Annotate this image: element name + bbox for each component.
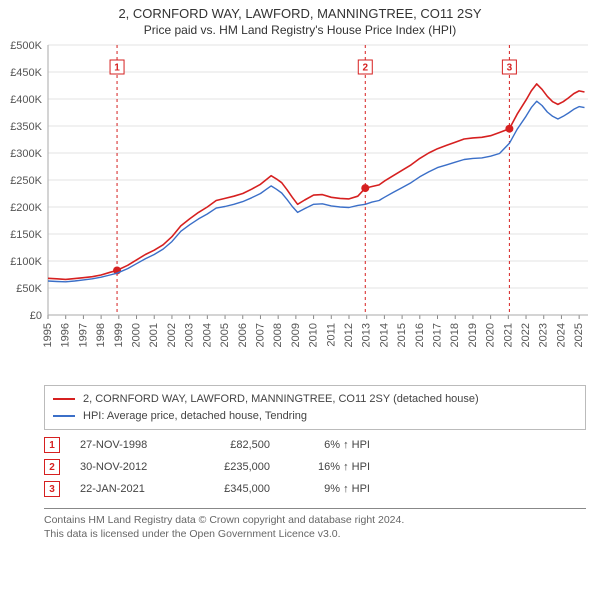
svg-text:£400K: £400K	[10, 94, 42, 106]
figure-container: 2, CORNFORD WAY, LAWFORD, MANNINGTREE, C…	[0, 0, 600, 541]
svg-text:2011: 2011	[325, 323, 337, 347]
svg-text:£500K: £500K	[10, 40, 42, 52]
sale-diff: 6% ↑ HPI	[290, 439, 370, 451]
legend-label: 2, CORNFORD WAY, LAWFORD, MANNINGTREE, C…	[83, 391, 479, 408]
svg-text:1995: 1995	[42, 323, 54, 347]
svg-text:2013: 2013	[361, 323, 373, 347]
legend-label: HPI: Average price, detached house, Tend…	[83, 408, 307, 425]
svg-text:£300K: £300K	[10, 148, 42, 160]
svg-text:2003: 2003	[184, 323, 196, 347]
sale-marker-icon: 3	[44, 481, 60, 497]
svg-text:2001: 2001	[148, 323, 160, 347]
sale-price: £235,000	[200, 461, 270, 473]
title-main: 2, CORNFORD WAY, LAWFORD, MANNINGTREE, C…	[4, 6, 596, 21]
legend: 2, CORNFORD WAY, LAWFORD, MANNINGTREE, C…	[44, 385, 586, 430]
svg-text:2022: 2022	[520, 323, 532, 347]
svg-text:£0: £0	[30, 310, 42, 322]
licence-line: This data is licensed under the Open Gov…	[44, 527, 586, 541]
sale-row: 2 30-NOV-2012 £235,000 16% ↑ HPI	[44, 456, 586, 478]
svg-text:2000: 2000	[131, 323, 143, 347]
svg-text:1996: 1996	[60, 323, 72, 347]
licence-line: Contains HM Land Registry data © Crown c…	[44, 513, 586, 527]
svg-text:1999: 1999	[113, 323, 125, 347]
legend-item: 2, CORNFORD WAY, LAWFORD, MANNINGTREE, C…	[53, 391, 577, 408]
sale-date: 27-NOV-1998	[80, 439, 180, 451]
title-sub: Price paid vs. HM Land Registry's House …	[4, 23, 596, 37]
svg-text:2005: 2005	[219, 323, 231, 347]
svg-text:2015: 2015	[396, 323, 408, 347]
sale-diff: 16% ↑ HPI	[290, 461, 370, 473]
svg-text:2016: 2016	[414, 323, 426, 347]
svg-text:£150K: £150K	[10, 229, 42, 241]
svg-text:£450K: £450K	[10, 67, 42, 79]
legend-swatch	[53, 398, 75, 400]
titles: 2, CORNFORD WAY, LAWFORD, MANNINGTREE, C…	[0, 0, 600, 39]
svg-text:£250K: £250K	[10, 175, 42, 187]
svg-text:2024: 2024	[555, 323, 567, 347]
svg-text:£100K: £100K	[10, 256, 42, 268]
svg-text:2012: 2012	[343, 323, 355, 347]
svg-text:2009: 2009	[290, 323, 302, 347]
svg-text:1: 1	[114, 63, 120, 74]
sale-marker-icon: 1	[44, 437, 60, 453]
sale-row: 1 27-NOV-1998 £82,500 6% ↑ HPI	[44, 434, 586, 456]
licence-text: Contains HM Land Registry data © Crown c…	[44, 508, 586, 541]
svg-text:2020: 2020	[485, 323, 497, 347]
svg-text:£50K: £50K	[16, 283, 42, 295]
svg-text:2002: 2002	[166, 323, 178, 347]
svg-text:2010: 2010	[308, 323, 320, 347]
svg-text:2008: 2008	[272, 323, 284, 347]
sale-diff: 9% ↑ HPI	[290, 483, 370, 495]
legend-swatch	[53, 415, 75, 417]
svg-text:2017: 2017	[432, 323, 444, 347]
sale-date: 22-JAN-2021	[80, 483, 180, 495]
svg-text:1998: 1998	[95, 323, 107, 347]
svg-text:£350K: £350K	[10, 121, 42, 133]
svg-text:2023: 2023	[538, 323, 550, 347]
svg-text:2004: 2004	[201, 323, 213, 347]
svg-text:2025: 2025	[573, 323, 585, 347]
sale-marker-icon: 2	[44, 459, 60, 475]
chart: £0 £50K £100K £150K £200K £250K £300K £350K £400…	[0, 39, 600, 379]
sale-row: 3 22-JAN-2021 £345,000 9% ↑ HPI	[44, 478, 586, 500]
svg-text:2: 2	[362, 63, 368, 74]
chart-svg: £0 £50K £100K £150K £200K £250K £300K £350K £400…	[0, 39, 600, 379]
svg-text:2019: 2019	[467, 323, 479, 347]
sale-date: 30-NOV-2012	[80, 461, 180, 473]
svg-text:2006: 2006	[237, 323, 249, 347]
svg-text:2021: 2021	[502, 323, 514, 347]
sale-price: £82,500	[200, 439, 270, 451]
svg-text:£200K: £200K	[10, 202, 42, 214]
svg-text:2007: 2007	[254, 323, 266, 347]
svg-text:3: 3	[507, 63, 513, 74]
svg-text:2018: 2018	[449, 323, 461, 347]
sales-table: 1 27-NOV-1998 £82,500 6% ↑ HPI 2 30-NOV-…	[44, 434, 586, 500]
svg-text:2014: 2014	[378, 323, 390, 347]
svg-text:1997: 1997	[77, 323, 89, 347]
legend-item: HPI: Average price, detached house, Tend…	[53, 408, 577, 425]
sale-price: £345,000	[200, 483, 270, 495]
